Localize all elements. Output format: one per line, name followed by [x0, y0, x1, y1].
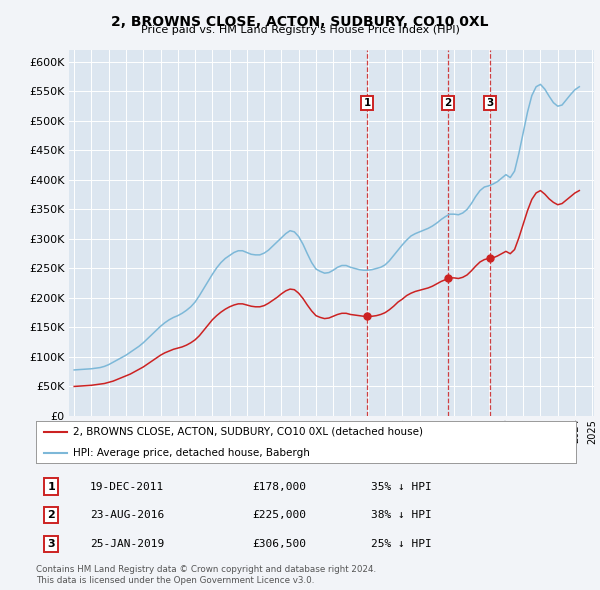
Text: Price paid vs. HM Land Registry's House Price Index (HPI): Price paid vs. HM Land Registry's House … [140, 25, 460, 35]
Text: 38% ↓ HPI: 38% ↓ HPI [371, 510, 431, 520]
Text: 1: 1 [364, 98, 371, 108]
Text: 1: 1 [47, 481, 55, 491]
Text: £225,000: £225,000 [252, 510, 306, 520]
Text: 35% ↓ HPI: 35% ↓ HPI [371, 481, 431, 491]
Text: 25-JAN-2019: 25-JAN-2019 [90, 539, 164, 549]
Text: 25% ↓ HPI: 25% ↓ HPI [371, 539, 431, 549]
Text: 19-DEC-2011: 19-DEC-2011 [90, 481, 164, 491]
Text: £178,000: £178,000 [252, 481, 306, 491]
Text: 3: 3 [486, 98, 493, 108]
Text: £306,500: £306,500 [252, 539, 306, 549]
Text: HPI: Average price, detached house, Babergh: HPI: Average price, detached house, Babe… [73, 448, 310, 458]
Text: 2: 2 [444, 98, 452, 108]
Text: 2: 2 [47, 510, 55, 520]
Text: 2, BROWNS CLOSE, ACTON, SUDBURY, CO10 0XL: 2, BROWNS CLOSE, ACTON, SUDBURY, CO10 0X… [111, 15, 489, 29]
Text: 2, BROWNS CLOSE, ACTON, SUDBURY, CO10 0XL (detached house): 2, BROWNS CLOSE, ACTON, SUDBURY, CO10 0X… [73, 427, 423, 437]
Text: 3: 3 [47, 539, 55, 549]
Text: Contains HM Land Registry data © Crown copyright and database right 2024.
This d: Contains HM Land Registry data © Crown c… [36, 565, 376, 585]
Text: 23-AUG-2016: 23-AUG-2016 [90, 510, 164, 520]
